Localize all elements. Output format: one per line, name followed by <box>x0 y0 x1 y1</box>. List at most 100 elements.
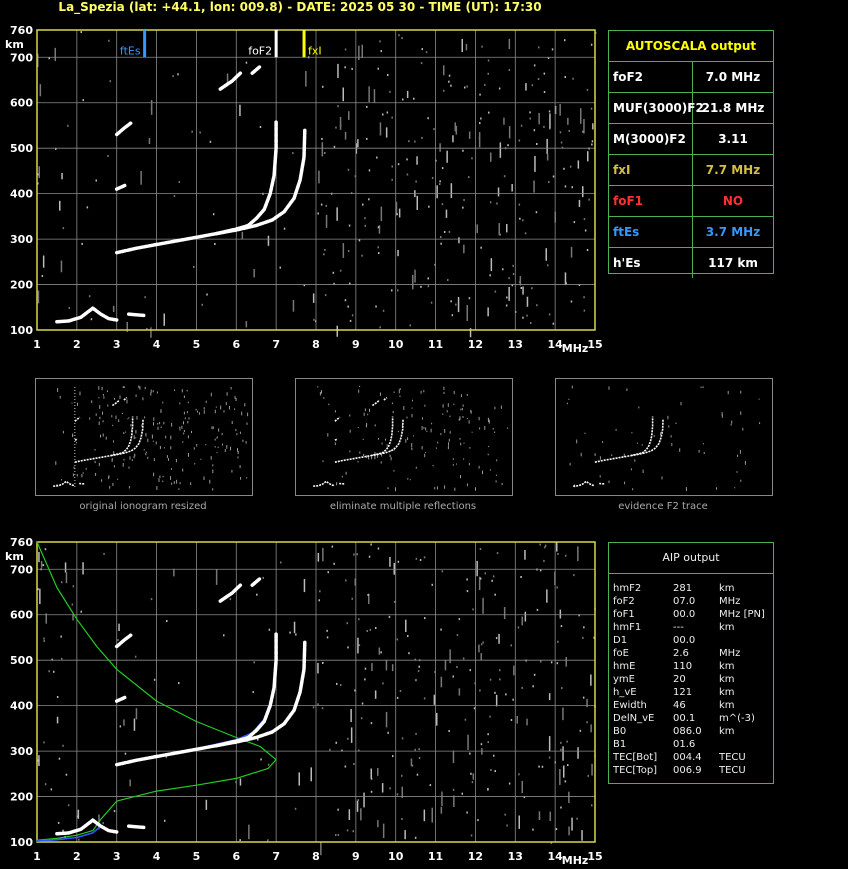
thumbnail-noise <box>163 447 165 449</box>
marker-label-foF2: foF2 <box>248 44 272 57</box>
noise-speck <box>72 613 74 621</box>
noise-speck <box>469 328 472 338</box>
thumbnail-noise <box>317 386 319 388</box>
thumbnail-noise <box>133 435 135 440</box>
thumbnail-noise <box>431 422 433 425</box>
thumbnail-noise <box>113 465 115 468</box>
thumbnail-noise <box>443 386 445 390</box>
thumbnail-noise <box>152 440 154 442</box>
noise-speck <box>543 125 545 128</box>
noise-speck <box>470 772 472 775</box>
noise-speck <box>420 285 422 288</box>
series-trace-copy <box>55 818 119 836</box>
page-title: La_Spezia (lat: +44.1, lon: 009.8) - DAT… <box>58 0 542 14</box>
noise-speck <box>522 286 524 295</box>
thumbnail-noise <box>759 422 761 425</box>
noise-speck <box>67 804 70 807</box>
thumbnail-noise <box>411 414 413 418</box>
noise-speck <box>344 66 346 69</box>
thumbnail-noise <box>349 450 351 453</box>
aip-value: 01.6 <box>673 739 696 750</box>
thumbnail-noise <box>702 443 704 445</box>
thumbnail-noise <box>462 416 464 418</box>
noise-speck <box>64 562 67 573</box>
noise-speck <box>561 687 563 690</box>
noise-speck <box>508 38 511 49</box>
noise-speck <box>518 815 520 829</box>
thumbnail-noise <box>151 434 153 439</box>
thumbnail-noise <box>638 406 640 409</box>
thumbnail-noise <box>139 386 141 390</box>
noise-speck <box>348 224 351 227</box>
noise-speck <box>540 660 542 663</box>
noise-speck <box>321 707 324 710</box>
noise-speck <box>245 61 248 64</box>
thumbnail-noise <box>183 421 184 425</box>
thumbnail-noise <box>135 429 137 434</box>
x-tick-label: 5 <box>193 850 201 863</box>
thumbnail-noise <box>423 427 425 429</box>
noise-speck <box>62 829 64 832</box>
noise-speck <box>38 166 40 179</box>
noise-speck <box>479 122 481 125</box>
aip-key: Ewidth <box>613 700 647 711</box>
noise-speck <box>212 213 215 216</box>
aip-value: 00.0 <box>673 609 696 620</box>
noise-speck <box>462 206 464 209</box>
thumbnail-noise <box>101 479 103 482</box>
autoscala-key: fxI <box>609 155 693 185</box>
noise-speck <box>410 758 413 767</box>
noise-speck <box>499 142 502 158</box>
thumbnail-noise <box>212 426 214 429</box>
thumbnail-noise <box>106 390 108 393</box>
thumbnail-noise <box>334 410 336 413</box>
noise-speck <box>415 732 417 735</box>
noise-speck <box>379 122 382 136</box>
noise-speck <box>547 264 549 267</box>
noise-speck <box>239 104 241 117</box>
thumbnail-trace <box>74 416 81 422</box>
thumbnail-noise <box>334 442 336 446</box>
thumbnail-noise <box>211 426 213 430</box>
noise-speck <box>489 201 492 204</box>
x-axis-label: MHz <box>562 342 589 355</box>
noise-speck <box>478 576 481 591</box>
series-trace-copy <box>114 633 133 649</box>
noise-speck <box>55 147 57 150</box>
noise-speck <box>494 691 496 694</box>
noise-speck <box>153 678 156 681</box>
noise-speck <box>581 830 583 841</box>
thumbnail-noise <box>178 488 180 490</box>
autoscala-key: foF1 <box>609 186 693 216</box>
noise-speck <box>318 170 320 184</box>
noise-speck <box>508 286 510 301</box>
noise-speck <box>531 287 533 290</box>
autoscala-panel: AUTOSCALA output foF2 7.0 MHz MUF(3000)F2 2… <box>608 30 774 278</box>
thumbnail-noise <box>121 412 123 415</box>
noise-speck <box>520 124 523 127</box>
noise-speck <box>61 581 63 584</box>
noise-speck <box>118 623 120 631</box>
noise-speck <box>389 787 391 790</box>
noise-speck <box>322 547 324 562</box>
noise-speck <box>506 224 508 233</box>
noise-speck <box>370 722 373 725</box>
thumbnail-noise <box>449 431 451 434</box>
thumbnail-noise <box>123 432 125 435</box>
thumbnail-noise <box>144 386 146 390</box>
noise-speck <box>81 242 83 245</box>
thumbnail-noise <box>413 435 414 437</box>
noise-speck <box>414 748 416 751</box>
noise-speck <box>396 793 399 796</box>
thumbnail-noise <box>478 465 480 469</box>
thumbnail-noise <box>482 470 483 475</box>
noise-speck <box>478 137 481 140</box>
thumbnail-noise <box>436 486 438 490</box>
thumbnail-noise <box>389 450 391 452</box>
noise-speck <box>418 665 420 668</box>
thumbnail-noise <box>411 448 413 451</box>
thumbnail-noise <box>159 475 161 478</box>
noise-layer <box>37 31 597 338</box>
noise-speck <box>564 185 567 188</box>
aip-row: TEC[Top] 006.9 TECU <box>613 764 769 777</box>
